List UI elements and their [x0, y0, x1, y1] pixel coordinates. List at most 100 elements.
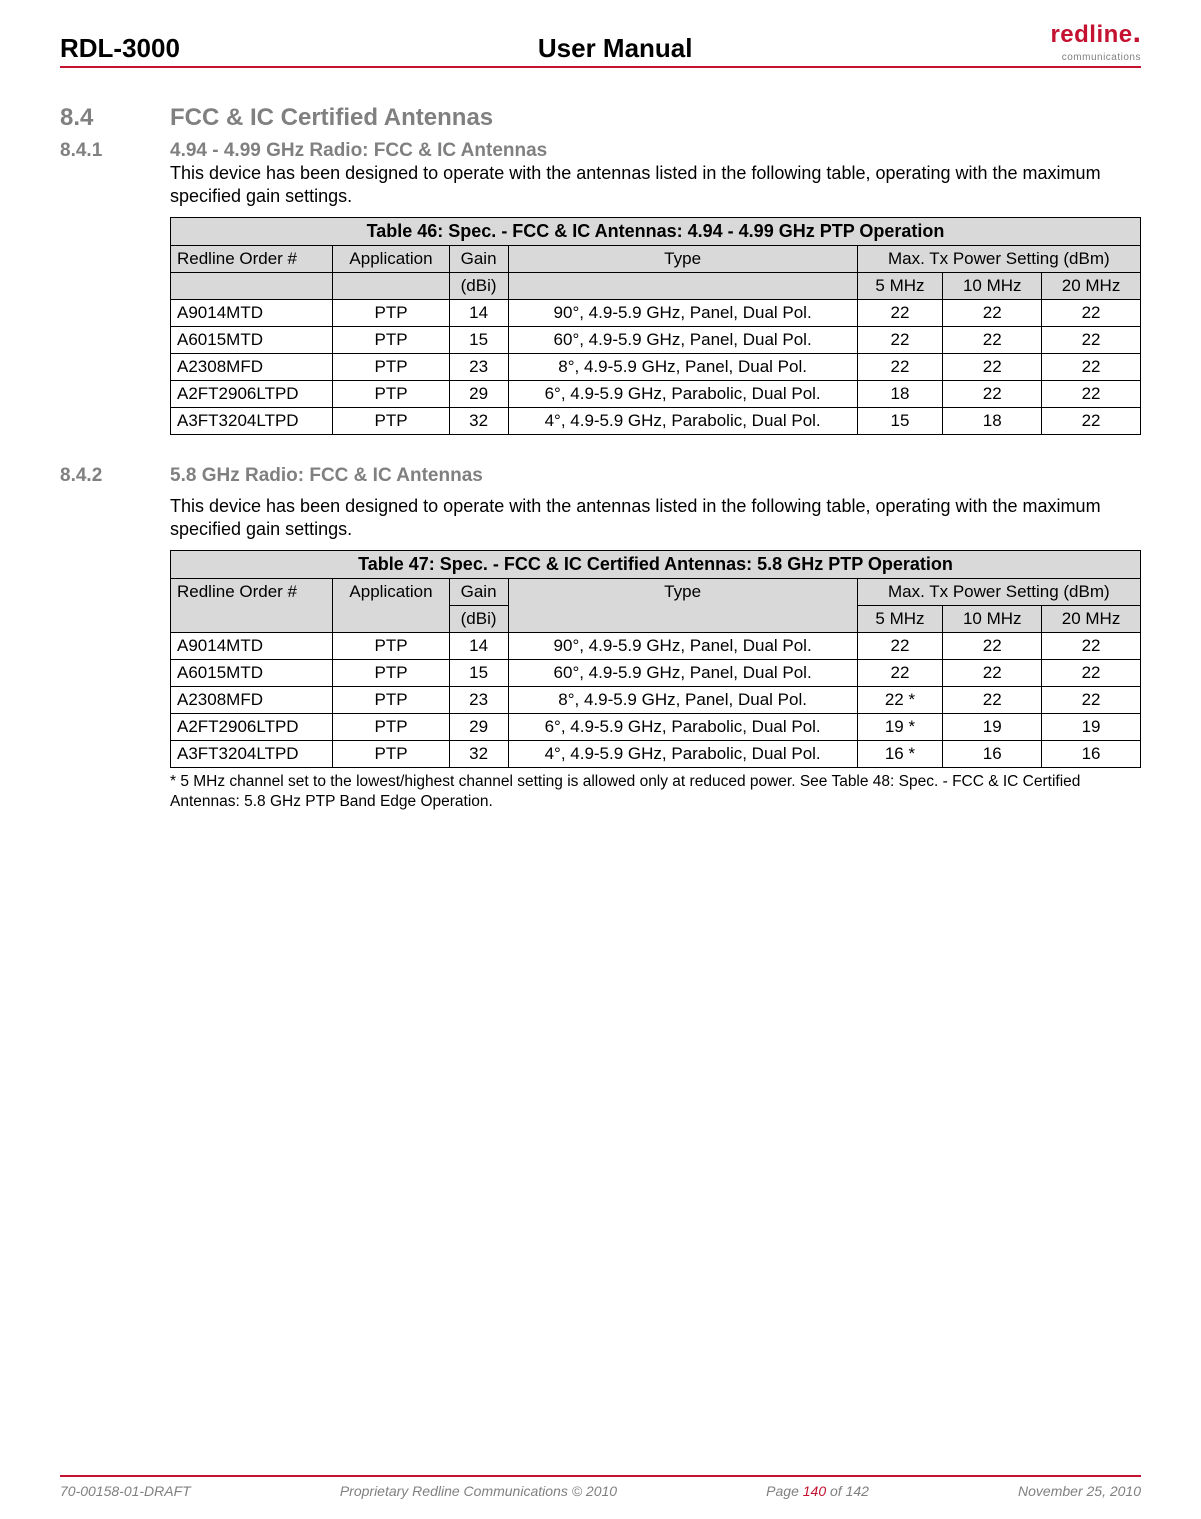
cell-order: A6015MTD	[171, 326, 333, 353]
cell-order: A9014MTD	[171, 299, 333, 326]
paragraph: This device has been designed to operate…	[170, 162, 1141, 209]
table-row: A3FT3204LTPDPTP324°, 4.9-5.9 GHz, Parabo…	[171, 407, 1141, 434]
table-row: A2308MFDPTP238°, 4.9-5.9 GHz, Panel, Dua…	[171, 686, 1141, 713]
table-caption: Table 47: Spec. - FCC & IC Certified Ant…	[171, 550, 1141, 578]
table-row: A6015MTDPTP1560°, 4.9-5.9 GHz, Panel, Du…	[171, 326, 1141, 353]
cell-10mhz: 16	[943, 740, 1042, 767]
table-row: A2FT2906LTPDPTP296°, 4.9-5.9 GHz, Parabo…	[171, 380, 1141, 407]
col-10mhz: 10 MHz	[943, 605, 1042, 632]
cell-app: PTP	[333, 632, 449, 659]
footnote: * 5 MHz channel set to the lowest/highes…	[170, 772, 1141, 812]
cell-type: 8°, 4.9-5.9 GHz, Panel, Dual Pol.	[508, 353, 857, 380]
cell-app: PTP	[333, 407, 449, 434]
cell-gain: 14	[449, 299, 508, 326]
col-max: Max. Tx Power Setting (dBm)	[857, 245, 1140, 272]
cell-type: 90°, 4.9-5.9 GHz, Panel, Dual Pol.	[508, 632, 857, 659]
cell-order: A2308MFD	[171, 686, 333, 713]
table-row: A3FT3204LTPDPTP324°, 4.9-5.9 GHz, Parabo…	[171, 740, 1141, 767]
cell-order: A6015MTD	[171, 659, 333, 686]
table-46: Table 46: Spec. - FCC & IC Antennas: 4.9…	[170, 217, 1141, 435]
cell-5mhz: 22	[857, 299, 943, 326]
cell-type: 90°, 4.9-5.9 GHz, Panel, Dual Pol.	[508, 299, 857, 326]
cell-20mhz: 22	[1042, 353, 1141, 380]
cell-5mhz: 18	[857, 380, 943, 407]
col-app: Application	[333, 245, 449, 272]
cell-order: A3FT3204LTPD	[171, 740, 333, 767]
cell-20mhz: 22	[1042, 326, 1141, 353]
cell-type: 8°, 4.9-5.9 GHz, Panel, Dual Pol.	[508, 686, 857, 713]
col-20mhz: 20 MHz	[1042, 272, 1141, 299]
col-5mhz: 5 MHz	[857, 272, 943, 299]
cell-order: A2308MFD	[171, 353, 333, 380]
cell-app: PTP	[333, 353, 449, 380]
col-5mhz: 5 MHz	[857, 605, 943, 632]
cell-type: 6°, 4.9-5.9 GHz, Parabolic, Dual Pol.	[508, 380, 857, 407]
cell-app: PTP	[333, 659, 449, 686]
col-max: Max. Tx Power Setting (dBm)	[857, 578, 1140, 605]
cell-gain: 23	[449, 686, 508, 713]
cell-10mhz: 22	[943, 299, 1042, 326]
cell-app: PTP	[333, 326, 449, 353]
cell-10mhz: 22	[943, 659, 1042, 686]
col-blank	[333, 272, 449, 299]
cell-app: PTP	[333, 740, 449, 767]
footer-page: Page 140 of 142	[766, 1483, 869, 1499]
table-row: A6015MTDPTP1560°, 4.9-5.9 GHz, Panel, Du…	[171, 659, 1141, 686]
table-row: A2308MFDPTP238°, 4.9-5.9 GHz, Panel, Dua…	[171, 353, 1141, 380]
cell-type: 4°, 4.9-5.9 GHz, Parabolic, Dual Pol.	[508, 740, 857, 767]
cell-gain: 23	[449, 353, 508, 380]
cell-type: 60°, 4.9-5.9 GHz, Panel, Dual Pol.	[508, 326, 857, 353]
footer-page-pre: Page	[766, 1483, 803, 1499]
cell-gain: 32	[449, 740, 508, 767]
cell-order: A2FT2906LTPD	[171, 713, 333, 740]
cell-20mhz: 22	[1042, 686, 1141, 713]
logo-text: redline	[1050, 21, 1132, 48]
cell-10mhz: 19	[943, 713, 1042, 740]
cell-20mhz: 19	[1042, 713, 1141, 740]
subsection-number: 8.4.2	[60, 465, 170, 487]
footer-date: November 25, 2010	[1018, 1483, 1141, 1499]
col-order: Redline Order #	[171, 578, 333, 632]
footer-docnum: 70-00158-01-DRAFT	[60, 1483, 191, 1499]
col-type: Type	[508, 578, 857, 632]
cell-20mhz: 22	[1042, 380, 1141, 407]
col-gain-unit: (dBi)	[449, 272, 508, 299]
table-47: Table 47: Spec. - FCC & IC Certified Ant…	[170, 550, 1141, 768]
col-gain: Gain	[449, 245, 508, 272]
paragraph: This device has been designed to operate…	[170, 495, 1141, 542]
cell-5mhz: 16 *	[857, 740, 943, 767]
cell-gain: 29	[449, 713, 508, 740]
header-left: RDL-3000	[60, 33, 180, 64]
cell-type: 60°, 4.9-5.9 GHz, Panel, Dual Pol.	[508, 659, 857, 686]
cell-type: 6°, 4.9-5.9 GHz, Parabolic, Dual Pol.	[508, 713, 857, 740]
cell-5mhz: 15	[857, 407, 943, 434]
footer-page-num: 140	[803, 1483, 826, 1499]
cell-10mhz: 22	[943, 380, 1042, 407]
cell-gain: 15	[449, 659, 508, 686]
cell-app: PTP	[333, 299, 449, 326]
cell-10mhz: 22	[943, 326, 1042, 353]
table-caption: Table 46: Spec. - FCC & IC Antennas: 4.9…	[171, 217, 1141, 245]
cell-5mhz: 22	[857, 659, 943, 686]
cell-20mhz: 22	[1042, 659, 1141, 686]
col-gain: Gain	[449, 578, 508, 605]
cell-app: PTP	[333, 380, 449, 407]
table-row: A9014MTDPTP1490°, 4.9-5.9 GHz, Panel, Du…	[171, 632, 1141, 659]
subsection-title: 4.94 - 4.99 GHz Radio: FCC & IC Antennas	[170, 140, 547, 162]
cell-10mhz: 18	[943, 407, 1042, 434]
footer-page-post: of 142	[826, 1483, 869, 1499]
table-row: A9014MTDPTP1490°, 4.9-5.9 GHz, Panel, Du…	[171, 299, 1141, 326]
col-order: Redline Order #	[171, 245, 333, 272]
footer-center: Proprietary Redline Communications © 201…	[340, 1483, 617, 1499]
cell-gain: 14	[449, 632, 508, 659]
cell-20mhz: 22	[1042, 632, 1141, 659]
logo-subtext: communications	[1062, 52, 1141, 63]
cell-app: PTP	[333, 686, 449, 713]
col-gain-unit: (dBi)	[449, 605, 508, 632]
cell-10mhz: 22	[943, 686, 1042, 713]
cell-5mhz: 22	[857, 632, 943, 659]
cell-10mhz: 22	[943, 632, 1042, 659]
col-blank	[508, 272, 857, 299]
cell-5mhz: 22	[857, 353, 943, 380]
subsection-heading: 8.4.2 5.8 GHz Radio: FCC & IC Antennas	[60, 465, 1141, 487]
